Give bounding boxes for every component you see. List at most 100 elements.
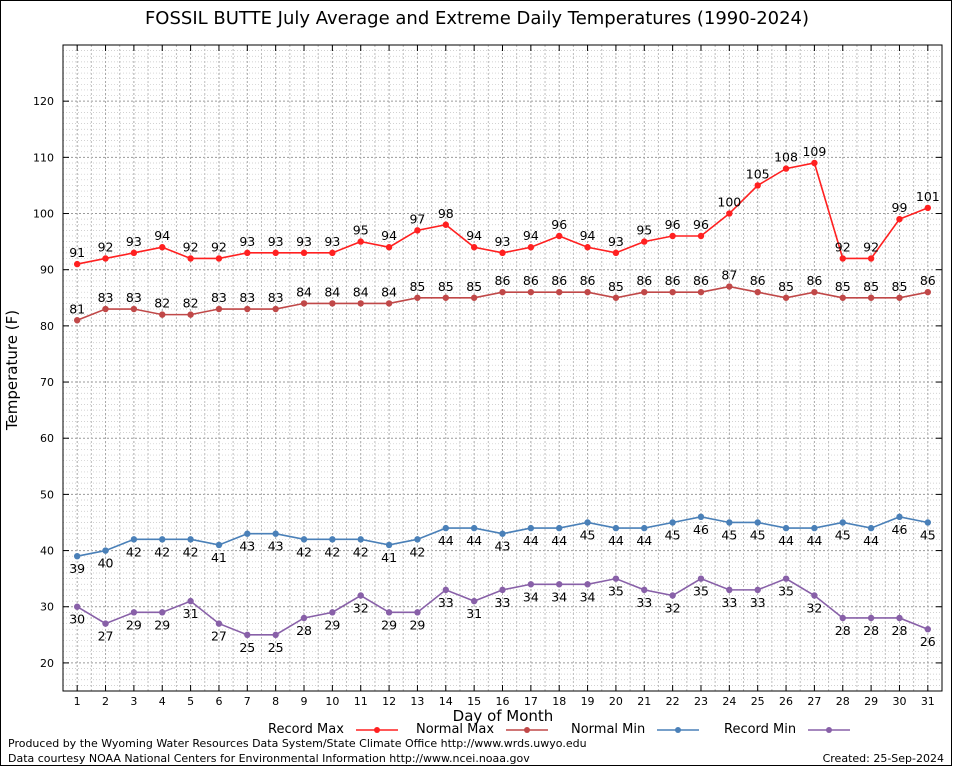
legend-item-record-min: Record Min <box>724 722 852 738</box>
data-point-record-max <box>244 249 251 257</box>
data-label-record-max: 93 <box>324 234 340 249</box>
data-point-record-min <box>357 592 364 599</box>
data-label-record-min: 34 <box>523 589 539 604</box>
data-point-normal-max <box>187 311 194 318</box>
data-point-normal-min <box>300 536 308 543</box>
data-label-record-max: 94 <box>154 228 170 243</box>
data-label-normal-max: 85 <box>863 279 879 294</box>
data-label-record-min: 35 <box>693 584 709 599</box>
data-label-record-max: 108 <box>774 150 798 165</box>
data-label-record-max: 94 <box>466 228 482 243</box>
y-tick-label: 100 <box>33 208 54 221</box>
y-tick-label: 50 <box>40 488 54 501</box>
data-label-normal-min: 44 <box>438 533 454 548</box>
data-label-record-max: 95 <box>636 223 652 238</box>
data-label-record-max: 93 <box>239 234 255 249</box>
data-point-record-max <box>215 255 223 262</box>
data-point-record-min <box>102 620 109 627</box>
data-point-record-min <box>300 614 308 622</box>
data-point-record-max <box>414 227 421 234</box>
data-point-normal-max <box>300 300 308 307</box>
data-label-record-max: 94 <box>381 228 397 243</box>
data-point-normal-min <box>839 519 846 526</box>
x-tick-label: 8 <box>272 695 279 708</box>
x-tick-label: 15 <box>467 695 481 708</box>
data-point-normal-max <box>612 294 620 301</box>
data-label-record-min: 33 <box>495 595 511 610</box>
data-point-record-max <box>839 255 846 262</box>
data-label-record-min: 35 <box>608 584 624 599</box>
data-point-normal-min <box>669 519 676 526</box>
x-tick-label: 9 <box>301 695 308 708</box>
data-point-record-min <box>556 581 563 588</box>
data-point-normal-max <box>244 305 251 313</box>
data-label-normal-max: 86 <box>750 273 766 288</box>
data-point-normal-min <box>499 530 506 537</box>
x-tick-label: 31 <box>921 695 935 708</box>
data-label-record-max: 93 <box>495 234 511 249</box>
data-point-record-max <box>612 249 620 257</box>
data-point-normal-min <box>556 524 563 532</box>
data-point-record-min <box>584 581 591 588</box>
data-label-record-max: 109 <box>802 144 826 159</box>
data-point-normal-min <box>244 530 251 537</box>
data-label-normal-max: 82 <box>154 296 170 311</box>
data-point-normal-min <box>272 530 279 537</box>
data-point-record-max <box>385 244 393 251</box>
data-label-normal-min: 44 <box>551 533 567 548</box>
data-point-record-min <box>641 586 648 594</box>
data-point-record-max <box>556 232 563 240</box>
data-point-normal-max <box>215 305 223 313</box>
x-tick-label: 11 <box>354 695 368 708</box>
data-label-normal-max: 85 <box>835 279 851 294</box>
data-point-normal-max <box>159 311 166 318</box>
y-tick-label: 30 <box>40 601 54 614</box>
data-label-normal-max: 83 <box>98 290 114 305</box>
x-tick-label: 3 <box>130 695 137 708</box>
data-point-record-min <box>130 609 138 616</box>
data-point-normal-min <box>357 536 364 543</box>
data-label-normal-min: 42 <box>183 544 199 559</box>
data-label-record-min: 29 <box>154 617 170 632</box>
data-label-record-min: 33 <box>438 595 454 610</box>
x-tick-label: 4 <box>159 695 166 708</box>
footer-produced-by: Produced by the Wyoming Water Resources … <box>8 737 587 750</box>
data-point-record-min <box>811 592 818 599</box>
data-label-record-max: 93 <box>296 234 312 249</box>
legend-swatch-normal-min <box>657 726 700 733</box>
data-label-normal-min: 42 <box>154 544 170 559</box>
x-tick-label: 1 <box>74 695 81 708</box>
data-label-record-max: 92 <box>211 239 227 254</box>
data-label-record-max: 100 <box>717 195 741 210</box>
data-point-normal-min <box>782 524 790 532</box>
data-point-normal-max <box>130 305 138 313</box>
data-point-record-min <box>499 586 506 594</box>
data-label-normal-min: 42 <box>126 544 142 559</box>
data-label-record-max: 92 <box>183 239 199 254</box>
x-tick-label: 12 <box>382 695 396 708</box>
data-label-record-max: 96 <box>551 217 567 232</box>
x-tick-label: 10 <box>325 695 339 708</box>
data-label-record-max: 96 <box>665 217 681 232</box>
data-point-record-max <box>924 204 932 212</box>
data-point-normal-max <box>357 300 364 307</box>
data-label-record-max: 93 <box>608 234 624 249</box>
data-point-record-min <box>867 614 875 622</box>
data-point-record-max <box>584 244 591 251</box>
data-point-normal-max <box>782 294 790 301</box>
data-point-normal-max <box>329 300 336 307</box>
data-label-normal-max: 84 <box>296 284 312 299</box>
chart-title: FOSSIL BUTTE July Average and Extreme Da… <box>144 8 810 29</box>
data-label-record-min: 29 <box>381 617 397 632</box>
data-label-record-min: 28 <box>892 623 908 638</box>
data-point-normal-min <box>329 536 336 543</box>
data-label-record-min: 34 <box>580 589 596 604</box>
x-tick-label: 17 <box>524 695 538 708</box>
x-tick-label: 21 <box>637 695 651 708</box>
data-point-record-max <box>782 165 790 172</box>
x-tick-label: 5 <box>187 695 194 708</box>
data-point-normal-min <box>811 524 818 532</box>
data-label-record-min: 31 <box>183 606 199 621</box>
data-label-normal-min: 43 <box>495 539 511 554</box>
data-point-record-max <box>641 238 648 245</box>
